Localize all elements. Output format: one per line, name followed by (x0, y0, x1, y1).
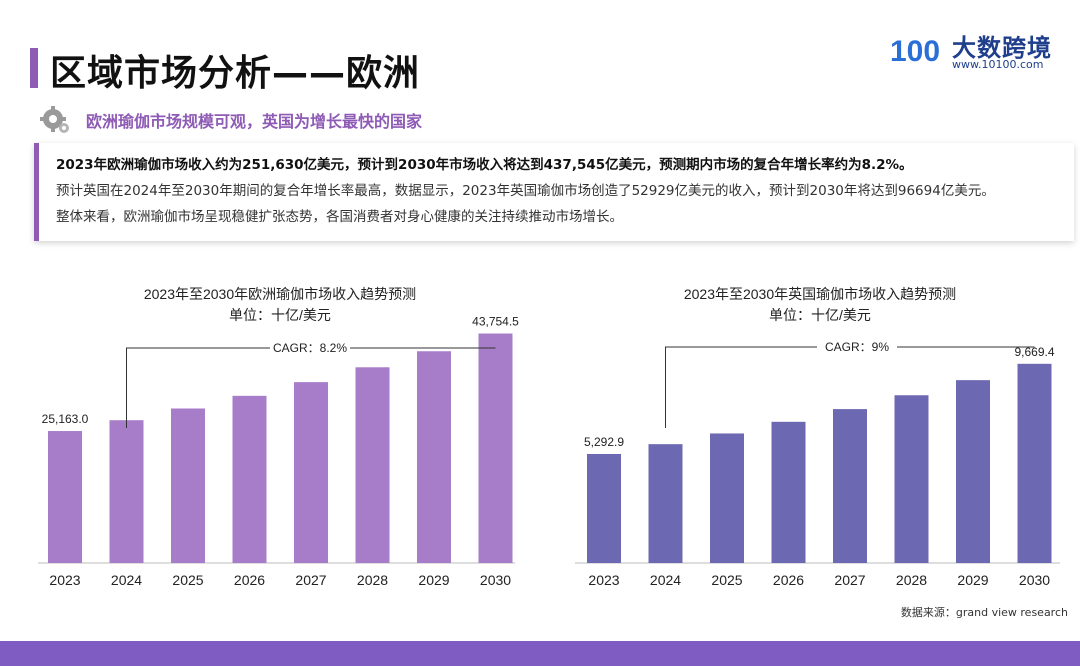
summary-line-2: 预计英国在2024年至2030年期间的复合年增长率最高，数据显示，2023年英国… (56, 183, 995, 199)
europe-data-label-2023: 25,163.0 (42, 412, 89, 426)
uk-tick-2027: 2027 (834, 572, 865, 588)
europe-tick-2024: 2024 (111, 572, 142, 588)
europe-tick-2029: 2029 (418, 572, 449, 588)
uk-tick-2023: 2023 (588, 572, 619, 588)
uk-bar-2029 (956, 380, 990, 563)
uk-tick-2028: 2028 (896, 572, 927, 588)
europe-bar-2026 (232, 395, 267, 563)
europe-bar-2025 (171, 408, 205, 563)
europe-cagr-bracket-left (126, 347, 270, 428)
europe-bar-2023 (48, 431, 82, 563)
europe-unit: 单位：十亿/美元 (229, 307, 331, 323)
europe-bar-2030 (478, 333, 513, 563)
uk-cagr-label: CAGR：9% (825, 340, 889, 354)
summary-line-3: 整体来看，欧洲瑜伽市场呈现稳健扩张态势，各国消费者对身心健康的关注持续推动市场增… (56, 209, 623, 225)
europe-tick-2030: 2030 (480, 572, 511, 588)
title-accent-bar (30, 48, 38, 88)
europe-cagr-label: CAGR：8.2% (273, 341, 347, 355)
summary-line-1: 2023年欧洲瑜伽市场收入约为251,630亿美元，预计到2030年市场收入将达… (56, 157, 913, 173)
europe-tick-2025: 2025 (172, 572, 203, 588)
data-source: 数据来源：grand view research (900, 606, 1068, 619)
logo-mark-icon: 100 (890, 35, 940, 68)
uk-bar-2023 (587, 453, 621, 563)
uk-tick-2029: 2029 (957, 572, 988, 588)
uk-tick-2024: 2024 (650, 572, 681, 588)
uk-data-label-2030: 9,669.4 (1014, 345, 1054, 359)
europe-title: 2023年至2030年欧洲瑜伽市场收入趋势预测 (144, 286, 416, 302)
uk-bar-2027 (833, 409, 867, 563)
footer-bar (0, 641, 1080, 666)
uk-bar-2030 (1017, 363, 1052, 563)
uk-bar-2026 (771, 421, 806, 563)
gear-icon (40, 106, 69, 133)
uk-bar-2024 (648, 444, 683, 563)
europe-tick-2027: 2027 (295, 572, 326, 588)
uk-bar-2028 (894, 395, 929, 563)
uk-title: 2023年至2030年英国瑜伽市场收入趋势预测 (684, 286, 956, 302)
page-title: 区域市场分析——欧洲 (50, 53, 421, 94)
logo-url: www.10100.com (952, 58, 1044, 71)
uk-bar-2025 (710, 433, 744, 563)
europe-bar-2024 (109, 420, 144, 563)
europe-tick-2028: 2028 (357, 572, 388, 588)
svg-text:100: 100 (890, 35, 940, 68)
summary-box: 2023年欧洲瑜伽市场收入约为251,630亿美元，预计到2030年市场收入将达… (34, 143, 1074, 241)
europe-data-label-2030: 43,754.5 (472, 315, 519, 329)
uk-unit: 单位：十亿/美元 (769, 307, 871, 323)
page-subtitle: 欧洲瑜伽市场规模可观，英国为增长最快的国家 (86, 112, 423, 131)
europe-bar-2028 (355, 367, 390, 563)
uk-tick-2030: 2030 (1019, 572, 1050, 588)
europe-bar-2029 (417, 351, 451, 563)
uk-data-label-2023: 5,292.9 (584, 435, 624, 449)
uk-tick-2025: 2025 (711, 572, 742, 588)
brand-logo[interactable]: 100 大数跨境 www.10100.com (888, 28, 1063, 74)
europe-bar-2027 (294, 382, 328, 563)
europe-tick-2023: 2023 (49, 572, 80, 588)
uk-tick-2026: 2026 (773, 572, 804, 588)
logo-name: 大数跨境 (952, 34, 1052, 62)
uk-cagr-bracket-left (665, 346, 817, 428)
europe-tick-2026: 2026 (234, 572, 265, 588)
